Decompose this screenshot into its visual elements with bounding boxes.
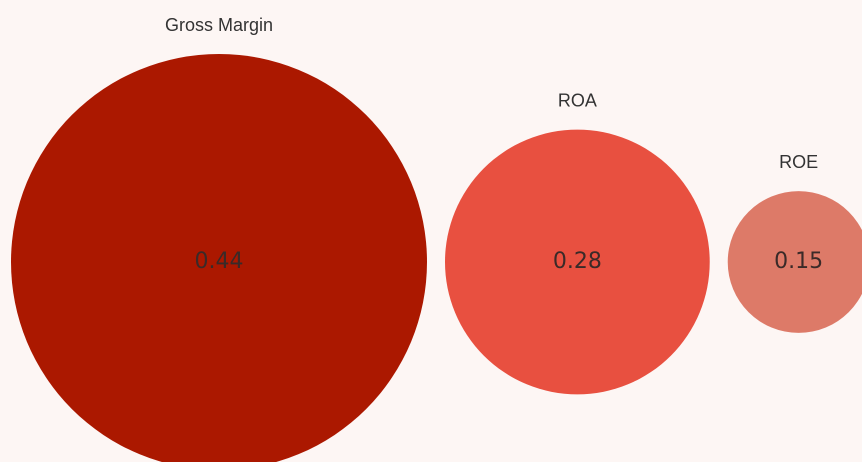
bubble — [11, 54, 427, 462]
value-label: 0.28 — [553, 249, 602, 274]
category-label: ROA — [558, 90, 597, 110]
category-label: ROE — [779, 152, 818, 172]
value-label: 0.44 — [195, 249, 244, 274]
bubble — [727, 191, 862, 333]
category-label: Gross Margin — [165, 15, 273, 35]
bubble — [445, 129, 710, 395]
value-label: 0.15 — [774, 249, 823, 274]
